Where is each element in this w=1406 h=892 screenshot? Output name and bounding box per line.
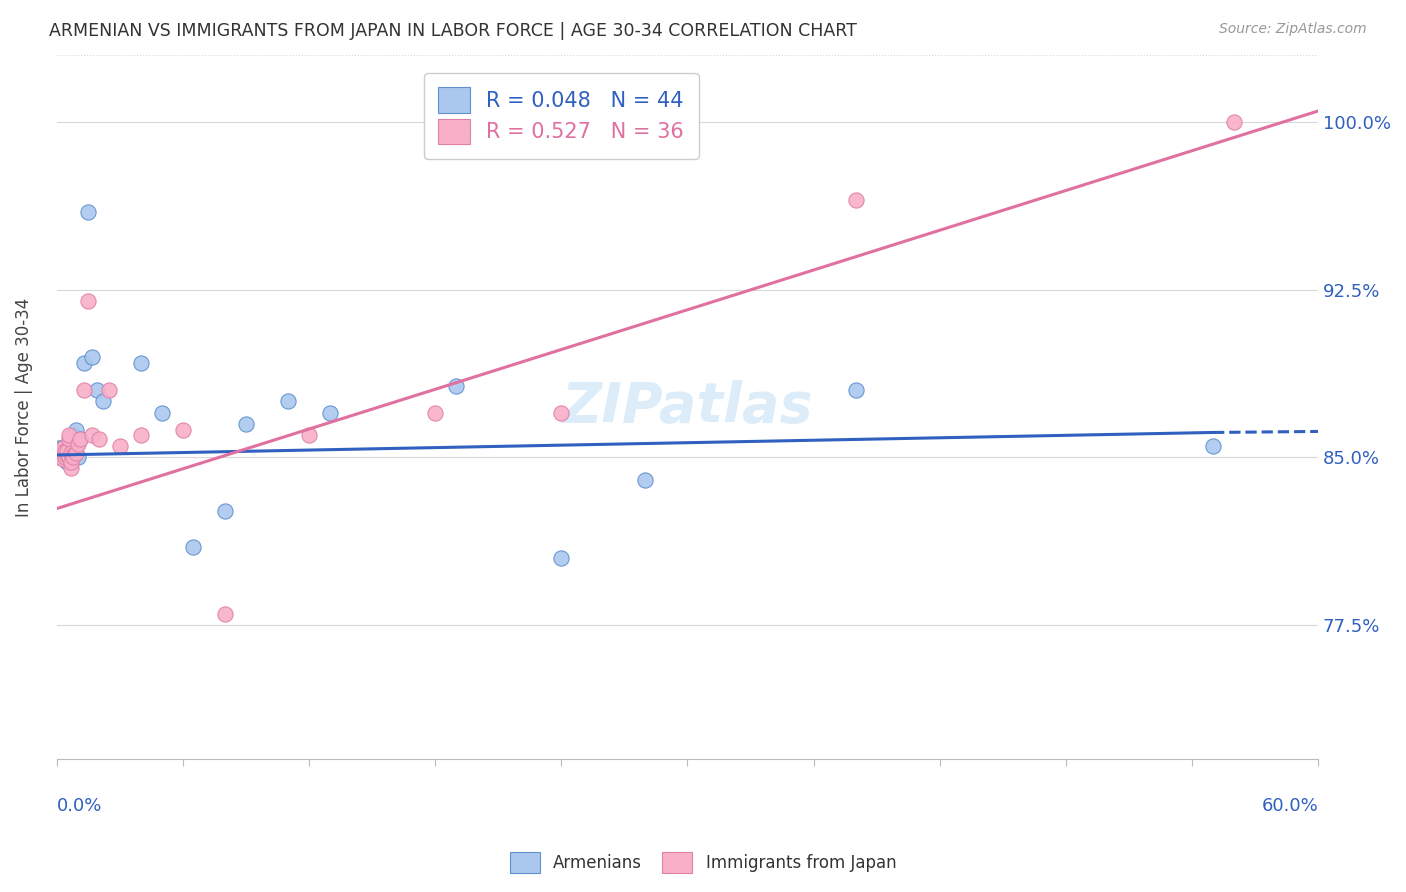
Legend: Armenians, Immigrants from Japan: Armenians, Immigrants from Japan	[503, 846, 903, 880]
Point	[66, 437, 89, 451]
Text: 0.0%: 0.0%	[56, 797, 103, 815]
Point	[423, 405, 446, 419]
Point	[53, 450, 76, 465]
Point	[1202, 439, 1225, 453]
Text: ZIPatlas: ZIPatlas	[561, 380, 813, 434]
Point	[550, 550, 572, 565]
Point	[845, 194, 868, 208]
Point	[62, 450, 84, 465]
Point	[77, 293, 100, 308]
Point	[66, 450, 89, 465]
Point	[56, 443, 79, 458]
Point	[49, 448, 72, 462]
Point	[48, 442, 70, 456]
Point	[49, 442, 72, 456]
Point	[60, 439, 83, 453]
Point	[86, 383, 108, 397]
Point	[319, 405, 342, 419]
Point	[58, 450, 80, 465]
Point	[634, 473, 657, 487]
Point	[60, 461, 83, 475]
Point	[214, 504, 236, 518]
Point	[129, 428, 152, 442]
Point	[62, 448, 84, 462]
Point	[77, 204, 100, 219]
Point	[69, 433, 91, 447]
Point	[58, 452, 80, 467]
Point	[52, 448, 75, 462]
Point	[60, 455, 83, 469]
Point	[48, 443, 70, 458]
Point	[58, 433, 80, 447]
Point	[65, 446, 87, 460]
Point	[150, 405, 173, 419]
Point	[53, 443, 76, 458]
Point	[73, 383, 96, 397]
Point	[73, 356, 96, 370]
Point	[62, 433, 84, 447]
Point	[52, 452, 75, 467]
Point	[60, 446, 83, 460]
Point	[49, 450, 72, 465]
Point	[48, 446, 70, 460]
Point	[65, 424, 87, 438]
Point	[52, 442, 75, 456]
Point	[69, 433, 91, 447]
Point	[62, 428, 84, 442]
Point	[82, 428, 104, 442]
Text: ARMENIAN VS IMMIGRANTS FROM JAPAN IN LABOR FORCE | AGE 30-34 CORRELATION CHART: ARMENIAN VS IMMIGRANTS FROM JAPAN IN LAB…	[49, 22, 858, 40]
Point	[235, 417, 257, 431]
Point	[58, 448, 80, 462]
Point	[87, 433, 110, 447]
Point	[52, 446, 75, 460]
Point	[845, 383, 868, 397]
Point	[65, 439, 87, 453]
Text: 60.0%: 60.0%	[1261, 797, 1319, 815]
Point	[91, 394, 114, 409]
Point	[444, 378, 467, 392]
Legend: R = 0.048   N = 44, R = 0.527   N = 36: R = 0.048 N = 44, R = 0.527 N = 36	[423, 72, 699, 159]
Point	[214, 607, 236, 621]
Point	[82, 350, 104, 364]
Point	[56, 455, 79, 469]
Point	[56, 450, 79, 465]
Point	[277, 394, 299, 409]
Point	[181, 540, 204, 554]
Point	[49, 450, 72, 465]
Point	[550, 405, 572, 419]
Point	[58, 443, 80, 458]
Point	[48, 450, 70, 465]
Point	[52, 446, 75, 460]
Point	[98, 383, 121, 397]
Point	[129, 356, 152, 370]
Y-axis label: In Labor Force | Age 30-34: In Labor Force | Age 30-34	[15, 297, 32, 516]
Point	[53, 450, 76, 465]
Point	[58, 428, 80, 442]
Point	[49, 446, 72, 460]
Point	[52, 450, 75, 465]
Point	[298, 428, 321, 442]
Point	[56, 443, 79, 458]
Text: Source: ZipAtlas.com: Source: ZipAtlas.com	[1219, 22, 1367, 37]
Point	[56, 448, 79, 462]
Point	[108, 439, 131, 453]
Point	[53, 446, 76, 460]
Point	[52, 443, 75, 458]
Point	[53, 448, 76, 462]
Point	[172, 424, 194, 438]
Point	[60, 433, 83, 447]
Point	[1223, 115, 1246, 129]
Point	[62, 434, 84, 449]
